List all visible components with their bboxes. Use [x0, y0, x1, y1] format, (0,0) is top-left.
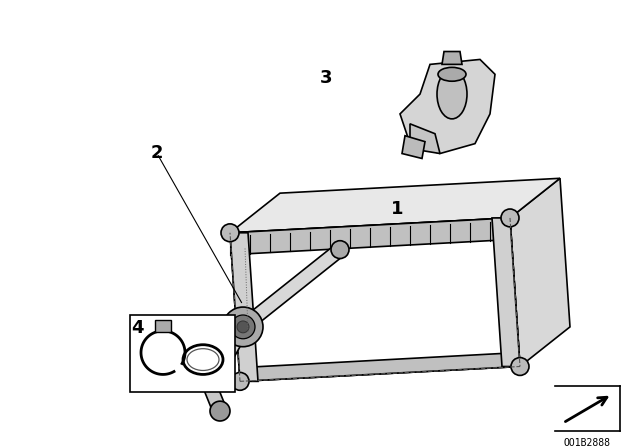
Ellipse shape [438, 67, 466, 81]
FancyBboxPatch shape [155, 320, 171, 332]
Circle shape [221, 224, 239, 242]
Polygon shape [204, 384, 227, 414]
Bar [130, 315, 235, 392]
Circle shape [511, 358, 529, 375]
Circle shape [223, 307, 263, 347]
Polygon shape [442, 52, 462, 65]
Text: 4: 4 [131, 319, 144, 337]
Polygon shape [400, 60, 495, 154]
Polygon shape [410, 124, 440, 154]
Ellipse shape [437, 69, 467, 119]
Circle shape [237, 321, 249, 333]
Circle shape [231, 372, 249, 390]
Text: 2: 2 [150, 144, 163, 162]
Polygon shape [230, 218, 510, 254]
Text: 3: 3 [320, 69, 333, 86]
Text: OO1B2888: OO1B2888 [564, 438, 611, 448]
Polygon shape [204, 323, 249, 390]
Polygon shape [239, 244, 344, 332]
Circle shape [210, 401, 230, 421]
Polygon shape [240, 353, 520, 381]
Polygon shape [230, 178, 560, 233]
Polygon shape [492, 218, 520, 366]
Polygon shape [510, 178, 570, 366]
Polygon shape [402, 136, 425, 159]
Polygon shape [230, 233, 258, 381]
Circle shape [331, 241, 349, 258]
Text: 1: 1 [390, 199, 403, 218]
Polygon shape [230, 218, 520, 381]
Circle shape [501, 209, 519, 227]
Circle shape [231, 315, 255, 339]
